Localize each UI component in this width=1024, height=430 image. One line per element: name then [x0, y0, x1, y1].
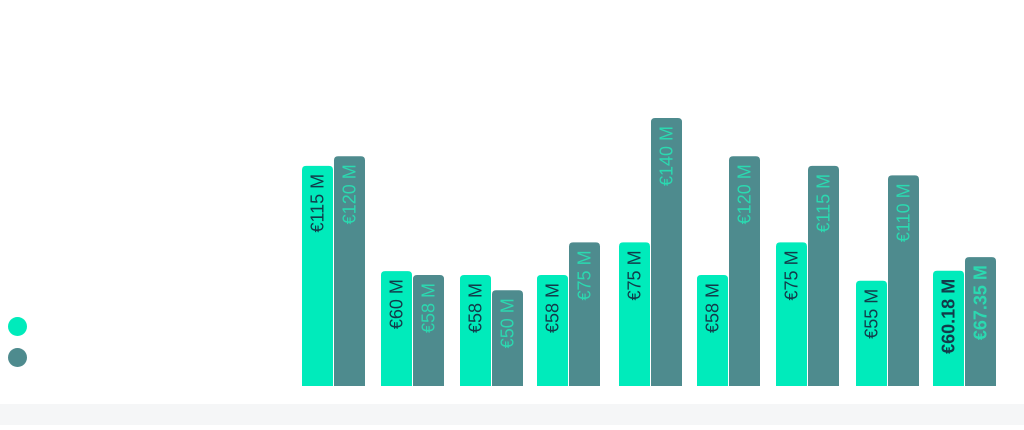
bar-series-1-item-8[interactable]: [856, 280, 887, 386]
bar-series-1-item-6[interactable]: [697, 274, 728, 386]
bar-label-series-1-item-2: €60 M: [387, 279, 407, 329]
bar-series-1-item-3[interactable]: [460, 274, 491, 386]
bar-series-2-item-9[interactable]: [965, 257, 996, 386]
bar-series-2-item-2[interactable]: [413, 274, 444, 386]
bar-series-2-item-1[interactable]: [334, 156, 365, 386]
bar-series-1-item-1[interactable]: [302, 165, 333, 386]
bar-label-series-2-item-5: €140 M: [657, 126, 677, 186]
legend-item-series-a[interactable]: [8, 311, 35, 342]
bar-label-series-2-item-2: €58 M: [419, 283, 439, 333]
bar-label-series-2-item-7: €115 M: [814, 174, 834, 233]
bar-series-1-item-2[interactable]: [381, 271, 412, 386]
bar-series-2-item-4[interactable]: [569, 242, 600, 386]
bar-series-2-item-3[interactable]: [492, 290, 523, 386]
bar-label-series-2-item-1: €120 M: [340, 164, 360, 224]
bar-series-2-item-8[interactable]: [888, 175, 919, 386]
bar-series-2-item-6[interactable]: [729, 156, 760, 386]
bar-label-series-1-item-8: €55 M: [862, 289, 882, 339]
legend-swatch-series-b: [8, 348, 27, 367]
bar-series-1-item-7[interactable]: [776, 242, 807, 386]
chart-legend: [8, 311, 35, 373]
bar-label-series-2-item-6: €120 M: [735, 164, 755, 224]
bar-label-series-2-item-3: €50 M: [498, 298, 518, 348]
bar-series-1-item-5[interactable]: [619, 242, 650, 386]
bar-series-1-item-9[interactable]: [933, 270, 964, 386]
bar-series-2-item-7[interactable]: [808, 165, 839, 386]
bar-label-series-2-item-8: €110 M: [894, 183, 914, 242]
bar-series-2-item-5[interactable]: [651, 118, 682, 386]
bottom-band: [0, 404, 1024, 425]
legend-item-series-b[interactable]: [8, 342, 35, 373]
bar-label-series-1-item-4: €58 M: [543, 283, 563, 333]
legend-swatch-series-a: [8, 317, 27, 336]
bar-series-1-item-4[interactable]: [537, 274, 568, 386]
bar-label-series-1-item-6: €58 M: [703, 283, 723, 333]
bar-label-series-1-item-5: €75 M: [625, 250, 645, 300]
bar-label-series-1-item-3: €58 M: [466, 283, 486, 333]
bar-label-series-1-item-9: €60.18 M: [939, 279, 959, 354]
bar-label-series-1-item-7: €75 M: [782, 250, 802, 300]
bar-label-series-2-item-4: €75 M: [575, 250, 595, 300]
bar-label-series-2-item-9: €67.35 M: [971, 265, 991, 340]
bar-label-series-1-item-1: €115 M: [308, 174, 328, 233]
